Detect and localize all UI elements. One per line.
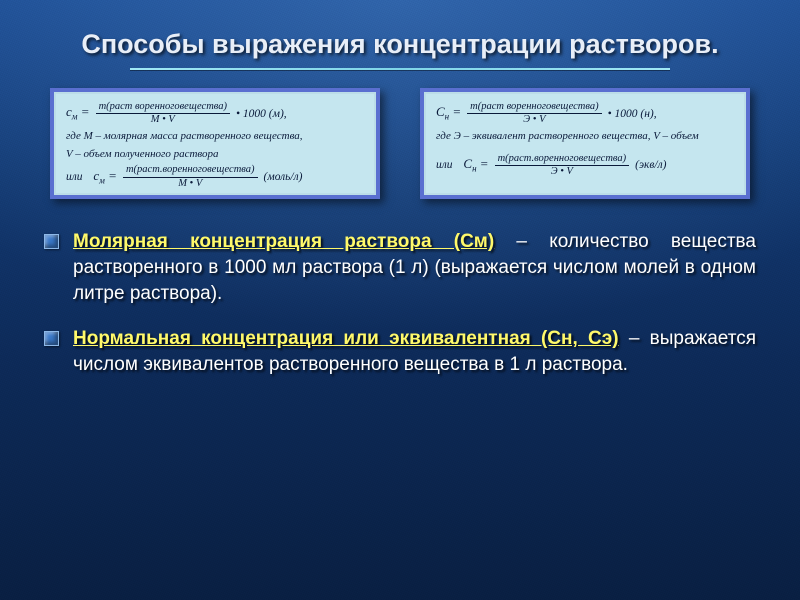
bullet-square-icon xyxy=(44,331,59,346)
molar-note-2: V – объем полученного раствора xyxy=(66,148,364,162)
bullet-item-normal: Нормальная концентрация или эквивалентна… xyxy=(44,326,756,377)
molar-eq-1: cм = m(раст воренноговещества) M • V • 1… xyxy=(66,102,364,126)
term-normal: Нормальная концентрация или эквивалентна… xyxy=(73,328,619,349)
title-underline xyxy=(130,68,670,70)
bullet-text-molar: Молярная концентрация раствора (См) – ко… xyxy=(73,229,756,306)
term-molar: Молярная концентрация раствора (См) xyxy=(73,231,494,252)
normal-note-1: где Э – эквивалент растворенного веществ… xyxy=(436,130,734,144)
normal-eq-2: или Cн = m(раст.воренноговещества) Э • V… xyxy=(436,154,734,178)
bullet-square-icon xyxy=(44,234,59,249)
bullet-list: Молярная концентрация раствора (См) – ко… xyxy=(44,229,756,377)
slide-content: Способы выражения концентрации растворов… xyxy=(0,0,800,600)
formula-box-normal: Cн = m(раст воренноговещества) Э • V • 1… xyxy=(420,88,750,200)
normal-eq-1: Cн = m(раст воренноговещества) Э • V • 1… xyxy=(436,102,734,126)
slide-title: Способы выражения концентрации растворов… xyxy=(80,28,720,62)
bullet-text-normal: Нормальная концентрация или эквивалентна… xyxy=(73,326,756,377)
molar-note-1: где M – молярная масса растворенного вещ… xyxy=(66,130,364,144)
formula-box-molar: cм = m(раст воренноговещества) M • V • 1… xyxy=(50,88,380,200)
formula-boxes-row: cм = m(раст воренноговещества) M • V • 1… xyxy=(30,88,770,200)
bullet-item-molar: Молярная концентрация раствора (См) – ко… xyxy=(44,229,756,306)
molar-eq-2: или cм = m(раст.воренноговещества) M • V… xyxy=(66,165,364,189)
